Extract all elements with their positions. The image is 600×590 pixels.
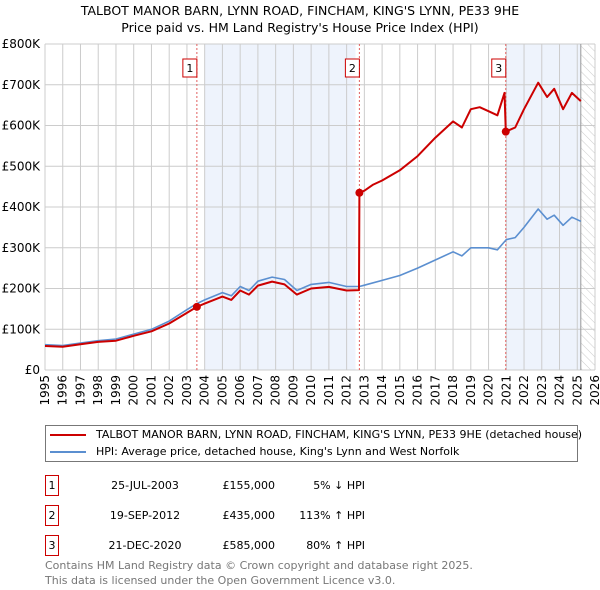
hpi-line xyxy=(44,208,582,347)
sale-label-box xyxy=(344,58,360,78)
legend-item-hpi: HPI: Average price, detached house, King… xyxy=(50,445,459,459)
x-tick-label: 2021 xyxy=(499,375,513,406)
y-tick-label: £0 xyxy=(25,363,40,377)
sale-point xyxy=(355,188,364,197)
x-tick-label: 2015 xyxy=(393,375,407,406)
x-tick-label: 2009 xyxy=(286,375,300,406)
footer-copyright: Contains HM Land Registry data © Crown c… xyxy=(45,559,473,572)
x-tick-label: 2026 xyxy=(588,375,600,406)
y-tick-label: £700K xyxy=(2,78,42,92)
legend-swatch-hpi xyxy=(50,451,86,453)
sale-point xyxy=(192,302,201,311)
chart-title: TALBOT MANOR BARN, LYNN ROAD, FINCHAM, K… xyxy=(80,3,520,18)
sale-label-box xyxy=(491,58,507,78)
y-tick-label: £500K xyxy=(2,159,42,173)
y-tick-label: £400K xyxy=(2,200,42,214)
x-tick-label: 2004 xyxy=(198,375,212,406)
x-tick-label: 1998 xyxy=(91,375,105,406)
x-tick-label: 2023 xyxy=(535,375,549,406)
x-tick-label: 2016 xyxy=(411,375,425,406)
legend-item-property: TALBOT MANOR BARN, LYNN ROAD, FINCHAM, K… xyxy=(50,428,582,442)
x-tick-label: 2007 xyxy=(251,375,265,406)
legend-label-property: TALBOT MANOR BARN, LYNN ROAD, FINCHAM, K… xyxy=(96,428,583,441)
x-tick-label: 2022 xyxy=(517,375,531,406)
x-tick-label: 2000 xyxy=(127,375,141,406)
x-tick-label: 1996 xyxy=(56,375,70,406)
transaction-row: 2 19-SEP-2012 £435,000 113% ↑ HPI xyxy=(45,505,445,526)
price-chart: 1995 1996 1997 1998 1999 2000 2001 2002 2003 2004… xyxy=(2,37,600,406)
x-tick-label: 2024 xyxy=(553,375,567,406)
x-tick-label: 1997 xyxy=(73,375,87,406)
transaction-price: £155,000 xyxy=(222,479,276,492)
transaction-row: 3 21-DEC-2020 £585,000 80% ↑ HPI xyxy=(45,535,445,556)
legend-swatch-property xyxy=(50,434,86,436)
x-tick-label: 2013 xyxy=(357,375,371,406)
y-tick-label: £200K xyxy=(2,282,42,296)
x-tick-label: 2010 xyxy=(304,375,318,406)
legend: TALBOT MANOR BARN, LYNN ROAD, FINCHAM, K… xyxy=(45,425,582,462)
sale-label-box xyxy=(182,58,198,78)
x-tick-label: 2018 xyxy=(446,375,460,406)
transaction-number: 1 xyxy=(45,475,59,496)
transaction-hpi-diff: 80% ↑ HPI xyxy=(306,539,365,552)
y-tick-label: £300K xyxy=(2,241,42,255)
x-tick-label: 2020 xyxy=(482,375,496,406)
sale-label: 3 xyxy=(495,62,502,75)
x-tick-label: 2011 xyxy=(322,375,336,406)
x-tick-label: 2005 xyxy=(215,375,229,406)
sale-point xyxy=(501,127,510,136)
y-tick-label: £100K xyxy=(2,322,42,336)
chart-subtitle: Price paid vs. HM Land Registry's House … xyxy=(121,20,479,35)
x-tick-label: 2006 xyxy=(233,375,247,406)
transaction-hpi-diff: 5% ↓ HPI xyxy=(313,479,365,492)
x-tick-label: 2012 xyxy=(340,375,354,406)
transaction-hpi-diff: 113% ↑ HPI xyxy=(299,509,365,522)
transaction-number: 2 xyxy=(45,505,59,526)
footer-licence: This data is licensed under the Open Gov… xyxy=(45,574,396,587)
price-paid-line xyxy=(44,81,582,348)
x-tick-label: 2019 xyxy=(464,375,478,406)
transaction-date: 21-DEC-2020 xyxy=(108,539,182,552)
transaction-date: 19-SEP-2012 xyxy=(109,509,181,522)
x-tick-label: 2025 xyxy=(570,375,584,406)
sale-label: 1 xyxy=(186,62,193,75)
transaction-price: £435,000 xyxy=(222,509,276,522)
legend-label-hpi: HPI: Average price, detached house, King… xyxy=(96,445,460,458)
transaction-date: 25-JUL-2003 xyxy=(111,479,179,492)
x-tick-label: 1999 xyxy=(109,375,123,406)
transaction-row: 1 25-JUL-2003 £155,000 5% ↓ HPI xyxy=(45,475,445,496)
x-tick-label: 2002 xyxy=(162,375,176,406)
sale-label: 2 xyxy=(349,62,356,75)
x-tick-label: 2008 xyxy=(269,375,283,406)
y-tick-label: £800K xyxy=(2,37,42,51)
y-tick-label: £600K xyxy=(2,119,42,133)
x-tick-label: 2017 xyxy=(428,375,442,406)
x-tick-label: 1995 xyxy=(38,375,52,406)
transaction-price: £585,000 xyxy=(222,539,276,552)
x-tick-label: 2003 xyxy=(180,375,194,406)
x-tick-label: 2001 xyxy=(144,375,158,406)
x-tick-label: 2014 xyxy=(375,375,389,406)
transaction-number: 3 xyxy=(45,535,59,556)
